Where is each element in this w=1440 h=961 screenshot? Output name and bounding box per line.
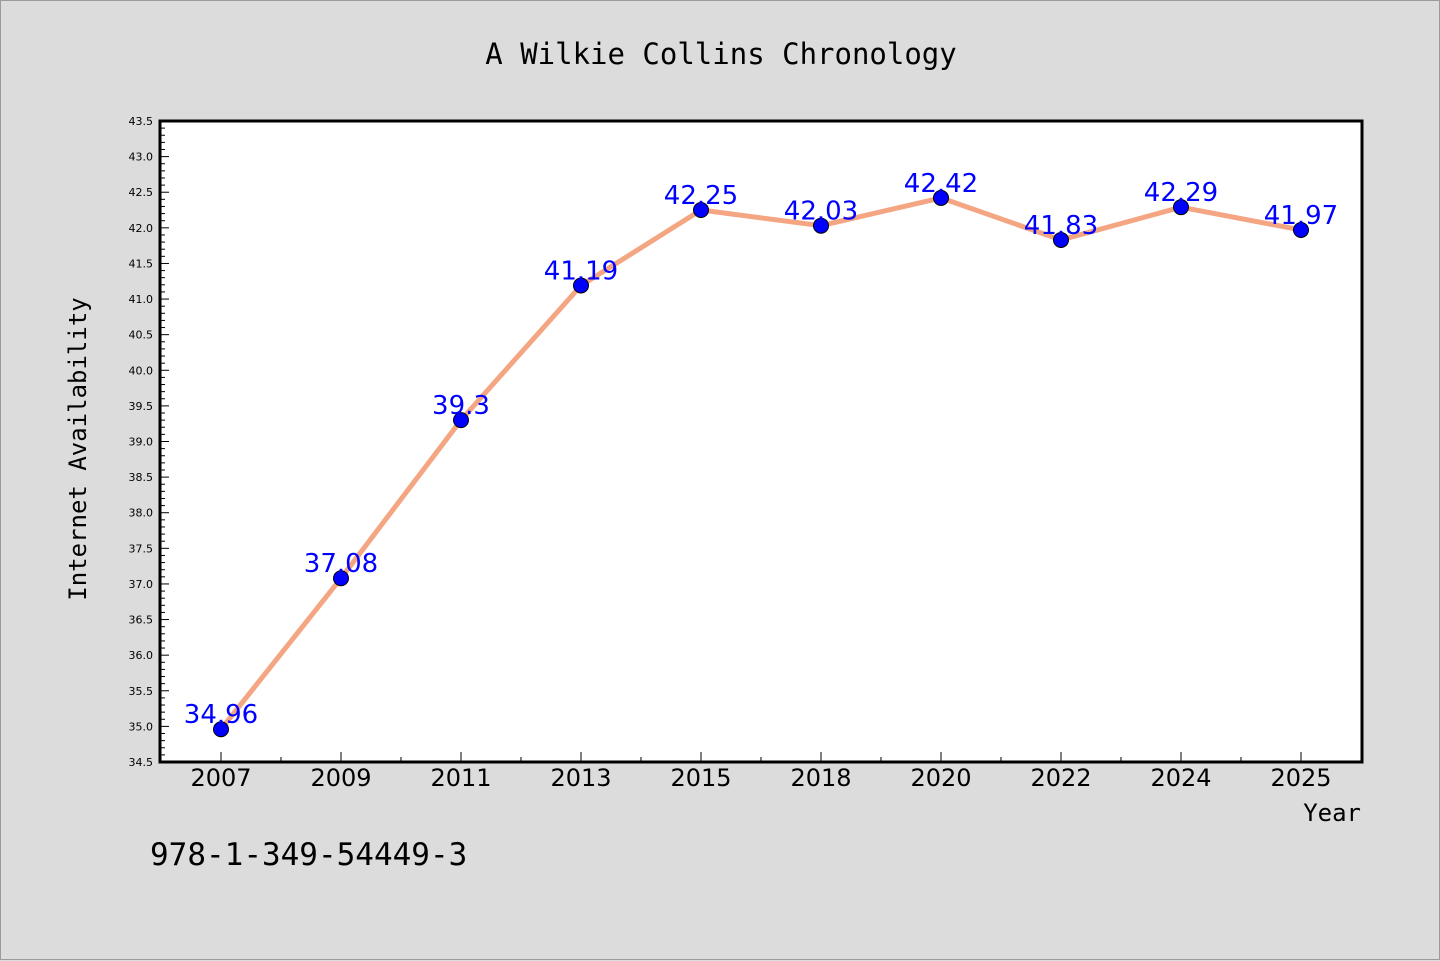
x-tick-label: 2015	[670, 764, 731, 792]
x-tick-label: 2011	[430, 764, 491, 792]
data-label: 39.3	[432, 391, 490, 421]
x-tick-label: 2013	[550, 764, 611, 792]
data-point	[213, 721, 229, 738]
data-point	[1293, 221, 1309, 238]
isbn-footer: 978-1-349-54449-3	[150, 837, 467, 873]
x-tick-label: 2020	[910, 764, 971, 792]
y-tick-label: 35.0	[129, 720, 154, 733]
data-label: 42.42	[904, 169, 978, 199]
data-point	[573, 277, 589, 294]
y-tick-label: 43.0	[129, 151, 154, 164]
data-point	[453, 412, 469, 429]
y-tick-label: 39.5	[129, 400, 154, 413]
y-axis: 34.5 35.0 35.5 36.0 36.5 37.0 37.5 38.0 38.5 39.0…	[129, 115, 169, 769]
data-label: 42.25	[664, 181, 738, 211]
y-tick-label: 38.5	[129, 471, 154, 484]
data-label: 34.96	[184, 700, 258, 730]
y-tick-label: 41.5	[129, 257, 154, 270]
y-tick-label: 37.0	[129, 578, 154, 591]
series-line	[218, 195, 1304, 732]
data-label: 42.29	[1144, 178, 1218, 208]
data-label: 37.08	[304, 549, 378, 579]
x-tick-label: 2024	[1150, 764, 1211, 792]
data-label: 41.83	[1024, 211, 1098, 241]
y-tick-label: 37.5	[129, 542, 154, 555]
data-point	[693, 202, 709, 219]
y-axis-label: Internet Availability	[64, 297, 92, 600]
data-label: 42.03	[784, 197, 858, 227]
data-label: 41.19	[544, 257, 618, 287]
data-point	[813, 217, 829, 234]
data-point	[1053, 231, 1069, 248]
y-tick-label: 41.0	[129, 293, 154, 306]
x-tick-label: 2007	[190, 764, 251, 792]
data-point	[933, 189, 949, 206]
series-layer: 34.96 37.08 39.3 41.19 42.25 42.03 42.42 41.83 4…	[184, 169, 1338, 738]
x-tick-label: 2009	[310, 764, 371, 792]
x-tick-label: 2018	[790, 764, 851, 792]
plot-area	[158, 119, 1364, 764]
y-tick-label: 38.0	[129, 507, 154, 520]
y-tick-label: 35.5	[129, 685, 154, 698]
x-tick-label: 2022	[1030, 764, 1091, 792]
y-tick-label: 40.5	[129, 329, 154, 342]
data-label: 41.97	[1264, 201, 1338, 231]
x-tick-label: 2025	[1270, 764, 1331, 792]
y-tick-label: 43.5	[129, 115, 154, 128]
x-axis: 2007 2009 2011 2013 2015 2018 2020 2022 2024 2025	[190, 752, 1332, 792]
y-tick-label: 40.0	[129, 364, 154, 377]
y-tick-label: 36.5	[129, 614, 154, 627]
chart-title: A Wilkie Collins Chronology	[485, 37, 956, 71]
y-tick-label: 42.0	[129, 222, 154, 235]
y-tick-label: 36.0	[129, 649, 154, 662]
data-point	[1173, 199, 1189, 216]
y-tick-label: 39.0	[129, 436, 154, 449]
data-point	[333, 570, 349, 587]
y-tick-label: 34.5	[129, 756, 154, 769]
x-axis-label: Year	[1303, 799, 1361, 827]
y-tick-label: 42.5	[129, 186, 154, 199]
